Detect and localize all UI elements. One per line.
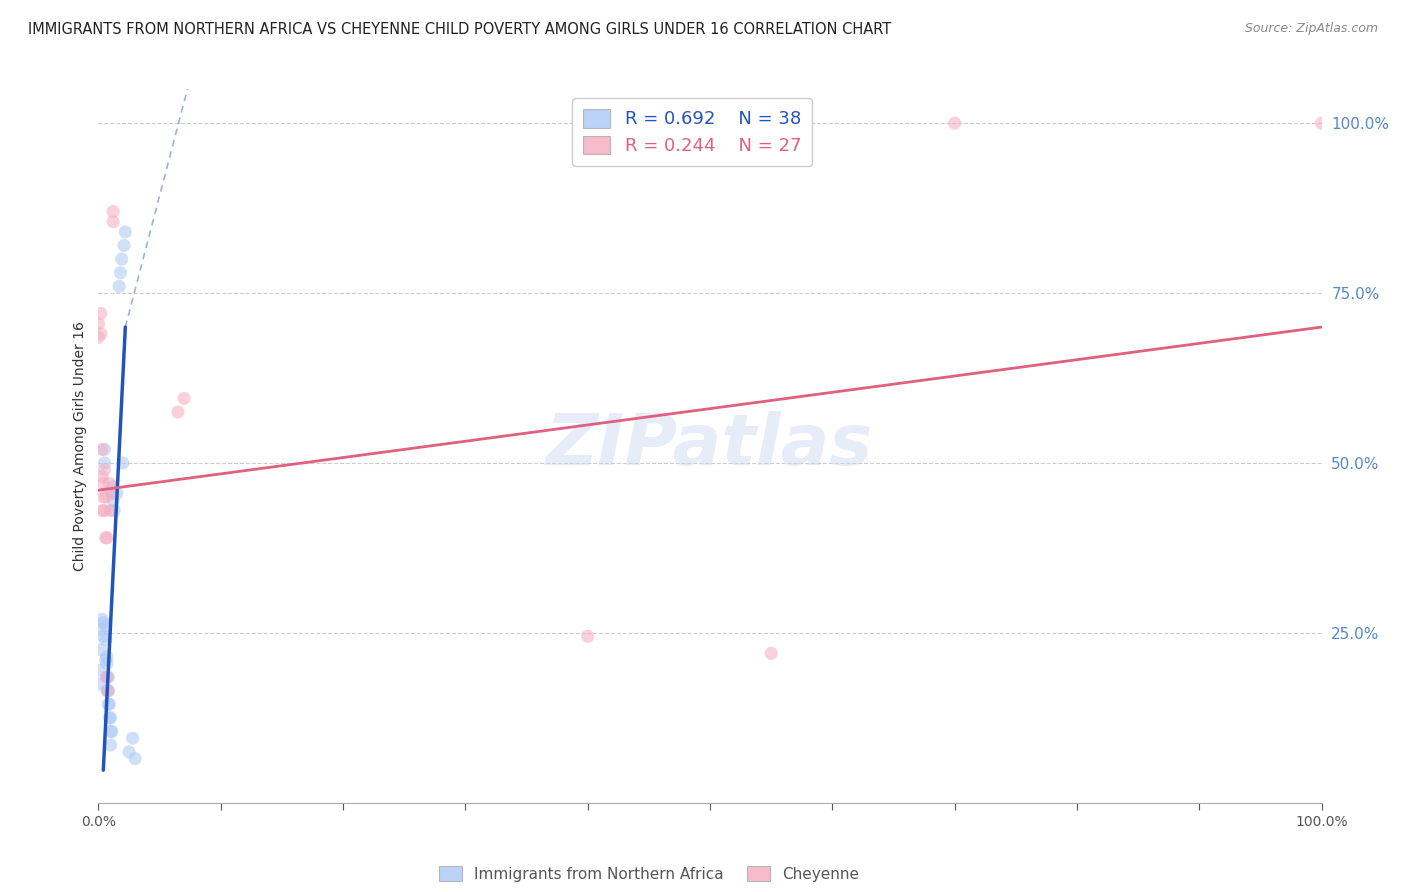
Point	[91, 442, 114, 457]
Y-axis label: Child Poverty Among Girls Under 16: Child Poverty Among Girls Under 16	[73, 321, 87, 571]
Point	[91, 503, 114, 517]
Point	[87, 317, 110, 331]
Point	[94, 653, 117, 667]
Point	[93, 456, 115, 470]
Point	[91, 629, 114, 643]
Point	[576, 629, 599, 643]
Point	[93, 442, 115, 457]
Text: Source: ZipAtlas.com: Source: ZipAtlas.com	[1244, 22, 1378, 36]
Point	[94, 632, 117, 647]
Text: ZIPatlas: ZIPatlas	[547, 411, 873, 481]
Point	[121, 731, 143, 746]
Text: IMMIGRANTS FROM NORTHERN AFRICA VS CHEYENNE CHILD POVERTY AMONG GIRLS UNDER 16 C: IMMIGRANTS FROM NORTHERN AFRICA VS CHEYE…	[28, 22, 891, 37]
Point	[101, 204, 124, 219]
Point	[101, 486, 124, 500]
Point	[97, 683, 120, 698]
Point	[94, 490, 117, 504]
Point	[167, 405, 190, 419]
Point	[91, 469, 114, 483]
Point	[173, 392, 195, 406]
Point	[96, 683, 118, 698]
Point	[103, 503, 125, 517]
Point	[105, 486, 128, 500]
Point	[87, 663, 110, 677]
Point	[91, 612, 114, 626]
Point	[91, 615, 114, 630]
Point	[108, 279, 131, 293]
Point	[98, 698, 121, 712]
Point	[101, 493, 124, 508]
Point	[100, 503, 122, 517]
Point	[124, 751, 146, 765]
Point	[101, 215, 124, 229]
Point	[87, 677, 110, 691]
Point	[761, 646, 783, 660]
Point	[90, 643, 112, 657]
Point	[96, 649, 118, 664]
Point	[97, 698, 120, 712]
Point	[101, 480, 124, 494]
Point	[100, 724, 122, 739]
Point	[943, 116, 966, 130]
Point	[1310, 116, 1333, 130]
Point	[97, 670, 120, 684]
Point	[91, 490, 114, 504]
Point	[110, 266, 132, 280]
Point	[90, 306, 112, 320]
Point	[94, 531, 117, 545]
Point	[96, 670, 118, 684]
Point	[111, 456, 134, 470]
Point	[90, 326, 112, 341]
Point	[90, 623, 112, 637]
Legend: Immigrants from Northern Africa, Cheyenne: Immigrants from Northern Africa, Cheyenn…	[433, 860, 865, 888]
Point	[100, 711, 122, 725]
Point	[100, 738, 122, 752]
Point	[93, 463, 115, 477]
Point	[96, 531, 118, 545]
Point	[94, 619, 117, 633]
Point	[98, 711, 121, 725]
Point	[98, 476, 121, 491]
Point	[114, 225, 136, 239]
Point	[97, 683, 120, 698]
Point	[93, 503, 115, 517]
Point	[118, 745, 141, 759]
Point	[87, 330, 110, 344]
Point	[112, 238, 135, 252]
Point	[96, 657, 118, 671]
Point	[111, 252, 134, 266]
Point	[96, 670, 118, 684]
Point	[91, 476, 114, 491]
Point	[101, 724, 124, 739]
